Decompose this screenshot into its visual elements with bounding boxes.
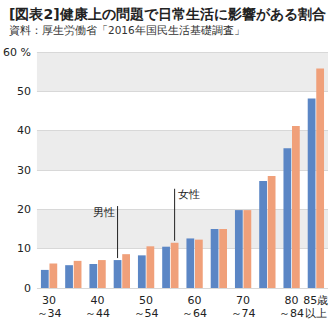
- svg-text:50: 50: [139, 294, 153, 307]
- svg-text:0: 0: [24, 282, 31, 295]
- svg-text:60: 60: [188, 294, 202, 307]
- svg-text:～54: ～54: [134, 307, 159, 320]
- svg-text:40: 40: [91, 294, 105, 307]
- svg-text:80: 80: [285, 294, 299, 307]
- svg-text:20: 20: [17, 203, 31, 216]
- svg-text:～84: ～84: [279, 307, 304, 320]
- svg-text:30: 30: [17, 164, 31, 177]
- svg-text:男性: 男性: [93, 206, 115, 219]
- svg-text:70: 70: [236, 294, 250, 307]
- svg-text:資料：厚生労働省「2016年国民生活基礎調査」: 資料：厚生労働省「2016年国民生活基礎調査」: [9, 24, 245, 36]
- svg-text:85歳: 85歳: [303, 294, 328, 307]
- svg-text:～34: ～34: [37, 307, 62, 320]
- svg-text:[図表2]健康上の問題で日常生活に影響がある割合: [図表2]健康上の問題で日常生活に影響がある割合: [9, 6, 326, 22]
- svg-text:10: 10: [17, 242, 31, 255]
- svg-text:以上: 以上: [305, 307, 327, 320]
- svg-text:～64: ～64: [182, 307, 207, 320]
- svg-text:30: 30: [42, 294, 56, 307]
- svg-text:～74: ～74: [231, 307, 256, 320]
- svg-text:～44: ～44: [85, 307, 110, 320]
- svg-text:40: 40: [17, 124, 31, 137]
- svg-text:女性: 女性: [178, 188, 200, 201]
- svg-text:50: 50: [17, 85, 31, 98]
- svg-text:60 %: 60 %: [3, 46, 31, 59]
